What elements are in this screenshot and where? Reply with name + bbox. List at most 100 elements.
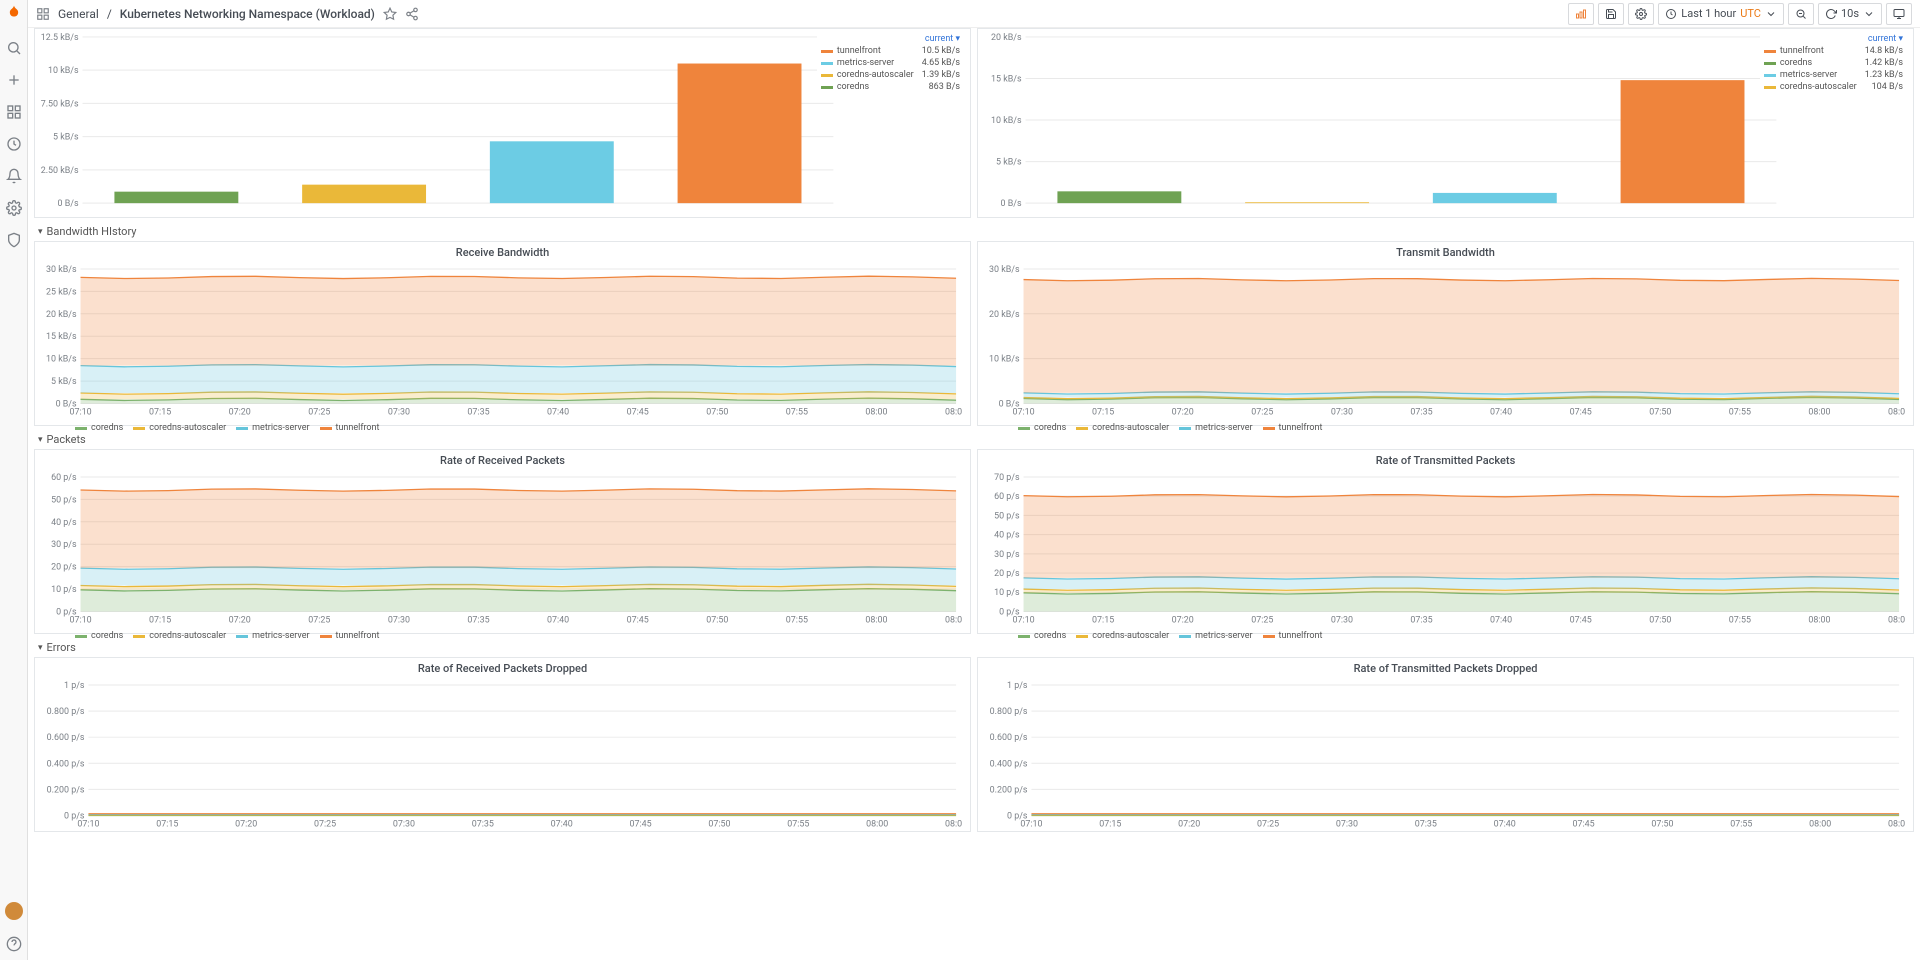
search-icon[interactable] xyxy=(6,40,22,56)
add-panel-button[interactable] xyxy=(1568,3,1594,25)
svg-text:07:40: 07:40 xyxy=(547,615,569,625)
help-icon[interactable] xyxy=(6,936,22,952)
topbar: General / Kubernetes Networking Namespac… xyxy=(28,0,1920,28)
svg-text:07:25: 07:25 xyxy=(314,819,336,829)
svg-text:07:35: 07:35 xyxy=(1410,407,1432,417)
dashboards-icon[interactable] xyxy=(36,7,50,21)
svg-text:08:05: 08:05 xyxy=(1888,615,1905,625)
svg-text:07:50: 07:50 xyxy=(706,615,728,625)
svg-text:10 kB/s: 10 kB/s xyxy=(991,116,1022,126)
svg-text:07:20: 07:20 xyxy=(1178,819,1200,829)
panel-rx-dropped[interactable]: Rate of Received Packets Dropped 0 p/s0.… xyxy=(34,657,971,832)
svg-text:50 p/s: 50 p/s xyxy=(51,495,77,505)
svg-text:07:25: 07:25 xyxy=(308,407,330,417)
svg-text:07:35: 07:35 xyxy=(467,407,489,417)
svg-text:1 p/s: 1 p/s xyxy=(1007,681,1028,691)
panel-top-left-bars[interactable]: 0 B/s2.50 kB/s5 kB/s7.50 kB/s10 kB/s12.5… xyxy=(34,28,971,218)
svg-text:15 kB/s: 15 kB/s xyxy=(46,332,77,342)
svg-text:30 p/s: 30 p/s xyxy=(51,540,77,550)
svg-text:07:20: 07:20 xyxy=(1172,615,1194,625)
svg-text:07:40: 07:40 xyxy=(1490,407,1512,417)
refresh-button[interactable]: 10s xyxy=(1818,3,1882,25)
svg-text:12.5 kB/s: 12.5 kB/s xyxy=(41,33,79,43)
svg-text:07:35: 07:35 xyxy=(472,819,494,829)
svg-text:07:30: 07:30 xyxy=(388,615,410,625)
svg-text:07:15: 07:15 xyxy=(149,615,171,625)
svg-text:0.200 p/s: 0.200 p/s xyxy=(47,785,85,795)
zoom-out-button[interactable] xyxy=(1788,3,1814,25)
svg-text:2.50 kB/s: 2.50 kB/s xyxy=(41,166,79,176)
svg-text:20 kB/s: 20 kB/s xyxy=(989,310,1020,320)
tv-mode-button[interactable] xyxy=(1886,3,1912,25)
svg-text:10 p/s: 10 p/s xyxy=(994,588,1020,598)
star-icon[interactable] xyxy=(383,7,397,21)
svg-text:07:30: 07:30 xyxy=(388,407,410,417)
svg-text:10 kB/s: 10 kB/s xyxy=(48,66,79,76)
svg-text:07:45: 07:45 xyxy=(1570,615,1592,625)
svg-text:07:40: 07:40 xyxy=(1494,819,1516,829)
svg-text:20 kB/s: 20 kB/s xyxy=(991,33,1022,43)
panel-rx-packets[interactable]: Rate of Received Packets 0 p/s10 p/s20 p… xyxy=(34,449,971,634)
svg-text:40 p/s: 40 p/s xyxy=(51,518,77,528)
gear-icon[interactable] xyxy=(6,200,22,216)
svg-text:07:35: 07:35 xyxy=(1415,819,1437,829)
svg-text:07:25: 07:25 xyxy=(1251,615,1273,625)
svg-text:08:00: 08:00 xyxy=(866,819,888,829)
svg-text:40 p/s: 40 p/s xyxy=(994,531,1020,541)
svg-text:08:05: 08:05 xyxy=(1888,819,1905,829)
svg-text:07:55: 07:55 xyxy=(786,407,808,417)
svg-text:08:05: 08:05 xyxy=(945,819,962,829)
shield-icon[interactable] xyxy=(6,232,22,248)
breadcrumb-folder[interactable]: General xyxy=(58,7,99,21)
panel-receive-bandwidth[interactable]: Receive Bandwidth 0 B/s5 kB/s10 kB/s15 k… xyxy=(34,241,971,426)
svg-text:07:55: 07:55 xyxy=(787,819,809,829)
svg-text:5 kB/s: 5 kB/s xyxy=(51,377,77,387)
section-bandwidth-history[interactable]: Bandwidth HIstory xyxy=(34,222,1914,241)
svg-text:0.400 p/s: 0.400 p/s xyxy=(47,759,85,769)
time-range-button[interactable]: Last 1 hour UTC xyxy=(1658,3,1784,25)
grafana-logo-icon[interactable] xyxy=(4,4,24,24)
svg-text:07:25: 07:25 xyxy=(308,615,330,625)
settings-button[interactable] xyxy=(1628,3,1654,25)
panel-tx-dropped[interactable]: Rate of Transmitted Packets Dropped 0 p/… xyxy=(977,657,1914,832)
panel-tx-packets[interactable]: Rate of Transmitted Packets 0 p/s10 p/s2… xyxy=(977,449,1914,634)
svg-text:07:55: 07:55 xyxy=(786,615,808,625)
svg-text:07:20: 07:20 xyxy=(229,615,251,625)
panel-transmit-bandwidth[interactable]: Transmit Bandwidth 0 B/s10 kB/s20 kB/s30… xyxy=(977,241,1914,426)
svg-text:07:55: 07:55 xyxy=(1730,819,1752,829)
svg-text:07:10: 07:10 xyxy=(1020,819,1042,829)
svg-text:10 kB/s: 10 kB/s xyxy=(46,355,77,365)
svg-text:07:50: 07:50 xyxy=(1649,407,1671,417)
svg-text:08:05: 08:05 xyxy=(945,407,962,417)
svg-text:07:45: 07:45 xyxy=(1570,407,1592,417)
svg-text:07:35: 07:35 xyxy=(467,615,489,625)
svg-text:0.200 p/s: 0.200 p/s xyxy=(990,785,1028,795)
svg-text:07:30: 07:30 xyxy=(1331,407,1353,417)
svg-text:07:10: 07:10 xyxy=(69,407,91,417)
dashboards-icon[interactable] xyxy=(6,104,22,120)
svg-text:08:00: 08:00 xyxy=(1808,407,1830,417)
share-icon[interactable] xyxy=(405,7,419,21)
alert-icon[interactable] xyxy=(6,168,22,184)
svg-text:30 p/s: 30 p/s xyxy=(994,550,1020,560)
svg-text:07:45: 07:45 xyxy=(627,407,649,417)
svg-text:0.600 p/s: 0.600 p/s xyxy=(990,733,1028,743)
svg-text:20 p/s: 20 p/s xyxy=(994,569,1020,579)
svg-text:07:15: 07:15 xyxy=(149,407,171,417)
svg-text:50 p/s: 50 p/s xyxy=(994,511,1020,521)
breadcrumb-title[interactable]: Kubernetes Networking Namespace (Workloa… xyxy=(120,7,375,21)
svg-text:07:40: 07:40 xyxy=(1490,615,1512,625)
plus-icon[interactable] xyxy=(6,72,22,88)
svg-text:08:00: 08:00 xyxy=(865,407,887,417)
panel-top-right-bars[interactable]: 0 B/s5 kB/s10 kB/s15 kB/s20 kB/scurrent … xyxy=(977,28,1914,218)
user-avatar[interactable] xyxy=(5,902,23,920)
save-button[interactable] xyxy=(1598,3,1624,25)
svg-text:0.400 p/s: 0.400 p/s xyxy=(990,759,1028,769)
svg-text:07:50: 07:50 xyxy=(708,819,730,829)
svg-text:30 kB/s: 30 kB/s xyxy=(989,265,1020,275)
svg-text:07:30: 07:30 xyxy=(393,819,415,829)
explore-icon[interactable] xyxy=(6,136,22,152)
svg-text:07:50: 07:50 xyxy=(1651,819,1673,829)
svg-text:0.800 p/s: 0.800 p/s xyxy=(990,707,1028,717)
svg-text:07:20: 07:20 xyxy=(1172,407,1194,417)
